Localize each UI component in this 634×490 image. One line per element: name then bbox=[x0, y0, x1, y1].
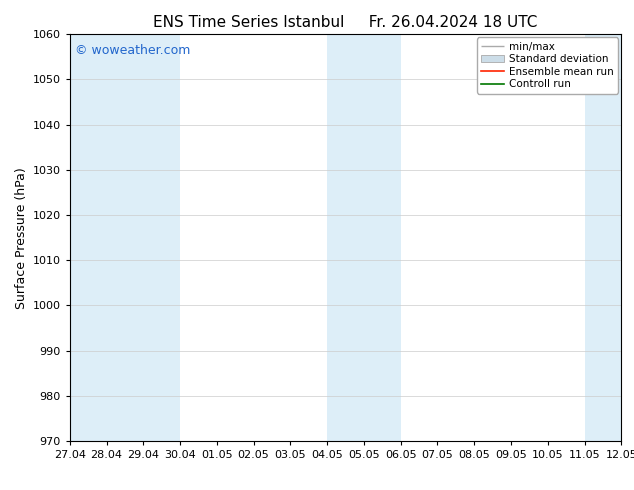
Bar bbox=[143, 34, 180, 441]
Text: © woweather.com: © woweather.com bbox=[75, 45, 191, 57]
Y-axis label: Surface Pressure (hPa): Surface Pressure (hPa) bbox=[15, 167, 29, 309]
Bar bbox=[107, 34, 143, 441]
Title: ENS Time Series Istanbul     Fr. 26.04.2024 18 UTC: ENS Time Series Istanbul Fr. 26.04.2024 … bbox=[153, 15, 538, 30]
Bar bbox=[364, 34, 401, 441]
Bar bbox=[585, 34, 621, 441]
Legend: min/max, Standard deviation, Ensemble mean run, Controll run: min/max, Standard deviation, Ensemble me… bbox=[477, 37, 618, 94]
Bar bbox=[327, 34, 364, 441]
Bar bbox=[621, 34, 634, 441]
Bar bbox=[70, 34, 107, 441]
